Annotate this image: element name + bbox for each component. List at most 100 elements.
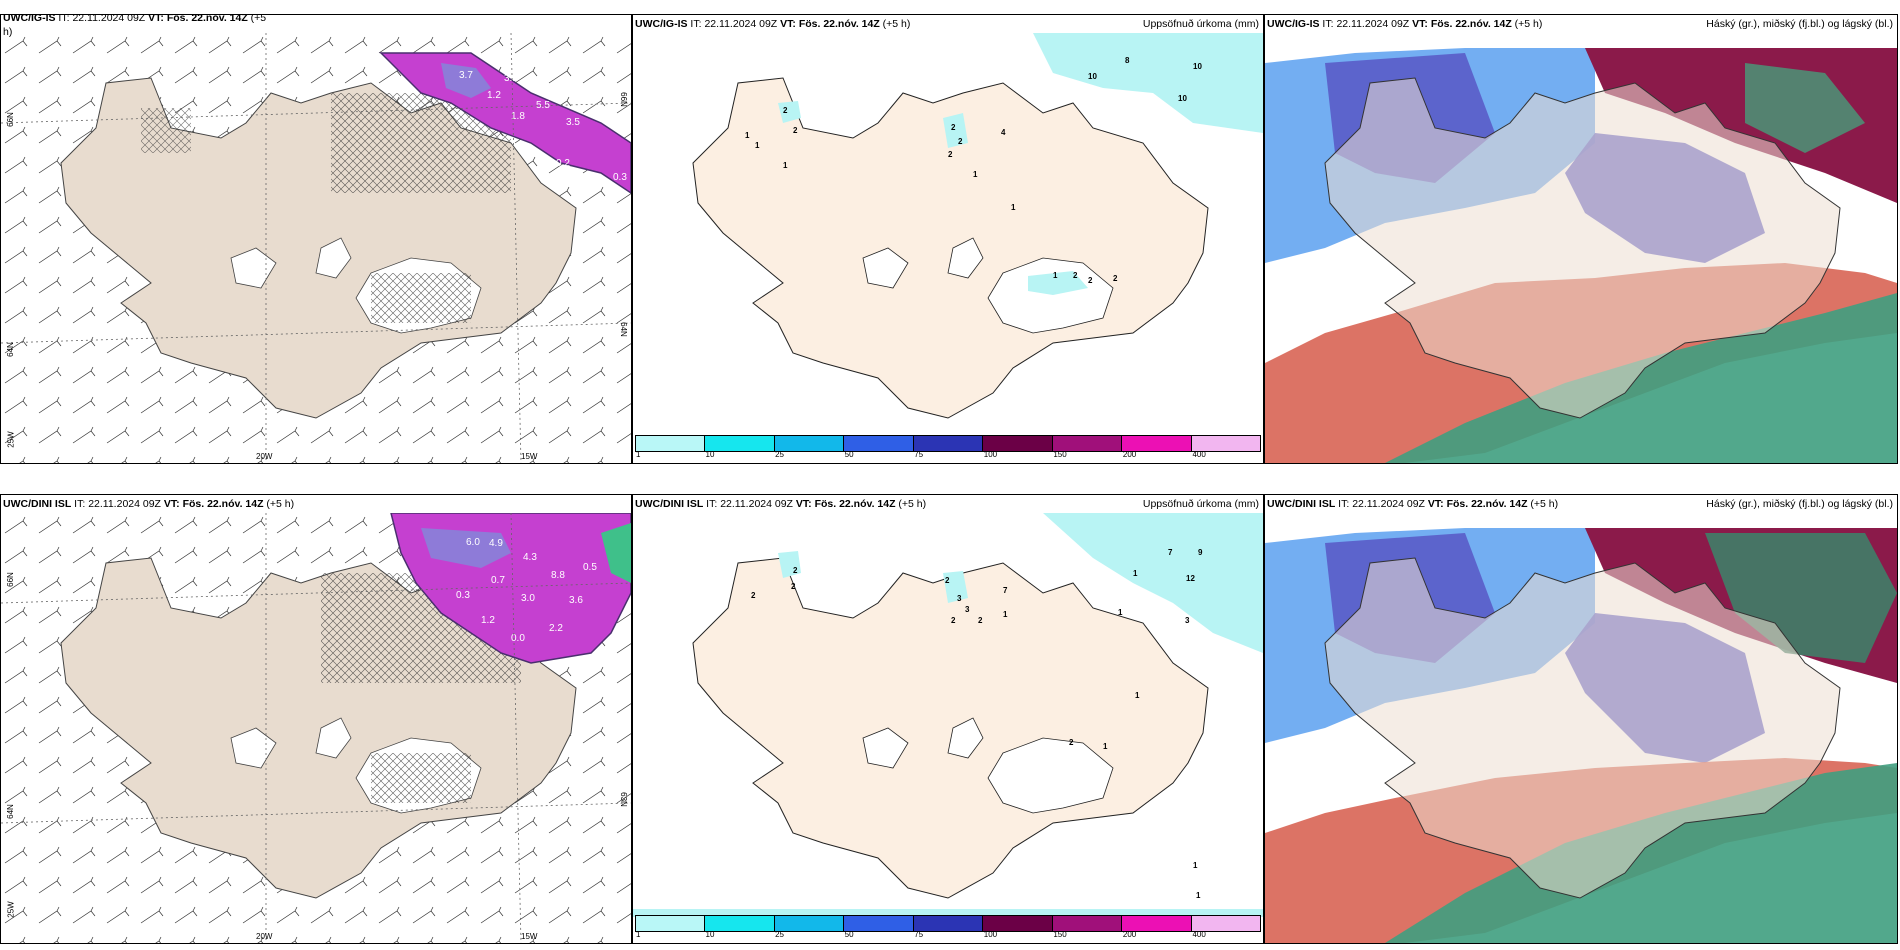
legend-tick-label: 25 (775, 450, 785, 459)
precip-value: 2 (1073, 271, 1078, 280)
legend-swatch (636, 916, 706, 931)
legend-swatch (913, 916, 984, 931)
snow-label: 4.9 (489, 538, 503, 549)
lead-time: (+5 h) (1514, 18, 1543, 30)
legend-tick-label: 100 (983, 930, 998, 939)
precip-value: 2 (793, 566, 798, 575)
legend-swatch (1191, 916, 1260, 931)
precip-value: 2 (951, 616, 956, 625)
precip-value: 2 (958, 137, 963, 146)
panel-header: UWC/DINI ISL IT: 22.11.2024 09Z VT: Fös.… (3, 498, 295, 510)
precip-value: 7 (1168, 548, 1173, 557)
legend-tick-label: 100 (983, 450, 998, 459)
lat-label-64-right: 64N (619, 322, 629, 337)
snow-label: 6.0 (466, 537, 480, 548)
snow-label: 1.2 (487, 90, 501, 101)
legend-tick-label: 150 (1053, 450, 1067, 459)
precip-value: 1 (745, 131, 750, 140)
model-label: UWC/DINI ISL (1267, 498, 1336, 510)
legend-swatch (983, 436, 1053, 451)
precip-value: 1 (1135, 691, 1140, 700)
precip-legend: 1 10 25 50 75 100 150 200 400 (633, 435, 1263, 459)
snow-label: 0.7 (491, 575, 505, 586)
snow-label: 8.8 (551, 570, 565, 581)
snow-label: 0.3 (456, 590, 470, 601)
legend-tick-label: 50 (844, 450, 854, 459)
model-label: UWC/IG-IS (3, 14, 56, 24)
legend-color-bar (635, 915, 1261, 932)
precip-value: 1 (1053, 271, 1058, 280)
panel-title: Háský (gr.), miðský (fj.bl.) og lágský (… (1706, 498, 1893, 510)
lat-label-66: 66N (5, 112, 15, 127)
panel-title: Háský (gr.), miðský (fj.bl.) og lágský (… (1706, 18, 1893, 30)
precip-value: 8 (1125, 56, 1130, 65)
legend-swatch (774, 436, 845, 451)
lead-time: (+5 h) (1530, 498, 1559, 510)
panel-wind-snow-bottom: UWC/DINI ISL IT: 22.11.2024 09Z VT: Fös.… (0, 494, 632, 944)
precip-value: 2 (751, 591, 756, 600)
precip-value: 1 (1011, 203, 1016, 212)
lat-label-66-right: 66N (619, 92, 629, 107)
legend-tick-label: 10 (705, 930, 715, 939)
legend-color-bar (635, 435, 1261, 452)
precip-value: 10 (1193, 62, 1202, 71)
lon-label-15: 15W (521, 932, 538, 941)
valid-time: Fös. 22.nóv. 14Z (166, 14, 248, 24)
panel-header-cont: h) (3, 26, 13, 38)
snow-label: 4.3 (523, 552, 537, 563)
legend-tick-label: 400 (1192, 930, 1206, 939)
lon-label-20: 20W (256, 452, 273, 461)
panel-header: UWC/IG-IS IT: 22.11.2024 09Z VT: Fös. 22… (3, 14, 267, 24)
legend-tick-label: 200 (1122, 450, 1137, 459)
model-label: UWC/DINI ISL (635, 498, 704, 510)
legend-swatch (844, 436, 914, 451)
snow-label: 3.7 (459, 70, 473, 81)
init-time: 22.11.2024 09Z (720, 498, 793, 510)
legend-tick-label: 25 (775, 930, 785, 939)
snow-label: 0.3 (613, 172, 627, 183)
lat-label-66: 66N (5, 572, 15, 587)
precip-value: 1 (755, 141, 760, 150)
snow-label: 0.5 (583, 562, 597, 573)
panel-clouds-bottom: UWC/DINI ISL IT: 22.11.2024 09Z VT: Fös.… (1264, 494, 1898, 944)
legend-labels: 1 10 25 50 75 100 150 200 400 (635, 930, 1261, 939)
precip-value: 1 (1103, 742, 1108, 751)
precip-value: 3 (957, 594, 962, 603)
legend-labels: 1 10 25 50 75 100 150 200 400 (635, 450, 1261, 459)
lead-time: (+5 h) (898, 498, 927, 510)
legend-swatch (774, 916, 845, 931)
init-time: 22.11.2024 09Z (1352, 498, 1425, 510)
panel-precip-top: UWC/IG-IS IT: 22.11.2024 09Z VT: Fös. 22… (632, 14, 1264, 464)
valid-time: Fös. 22.nóv. 14Z (182, 498, 264, 510)
snow-label: 3.6 (569, 595, 583, 606)
precip-value: 2 (945, 576, 950, 585)
legend-tick-label: 200 (1122, 930, 1137, 939)
precip-value: 2 (951, 123, 956, 132)
panel-title: Uppsöfnuð úrkoma (mm) (1142, 498, 1259, 510)
init-time: 22.11.2024 09Z (72, 14, 146, 24)
precip-value: 12 (1186, 574, 1195, 583)
legend-swatch (705, 916, 775, 931)
snow-label: 2.2 (549, 623, 563, 634)
legend-swatch (1122, 916, 1192, 931)
wind-snow-map: 6.0 4.9 4.3 8.8 0.5 0.3 0.7 3.0 3.6 1.2 … (1, 513, 631, 943)
panel-header: UWC/IG-IS IT: 22.11.2024 09Z VT: Fös. 22… (633, 15, 1263, 33)
model-label: UWC/IG-IS (1267, 18, 1320, 30)
snow-label: 3.0 (521, 593, 535, 604)
lat-label-64: 64N (5, 804, 15, 819)
panel-wind-snow-top: UWC/IG-IS IT: 22.11.2024 09Z VT: Fös. 22… (0, 14, 632, 464)
precip-value: 2 (978, 616, 983, 625)
legend-tick-label: 75 (914, 930, 924, 939)
legend-swatch (1052, 436, 1123, 451)
legend-tick-label: 1 (636, 450, 641, 459)
precip-value: 1 (1133, 569, 1138, 578)
init-time: 22.11.2024 09Z (1336, 18, 1410, 30)
precip-value: 2 (791, 582, 796, 591)
lead-time: (+5 (250, 14, 267, 24)
precip-value: 9 (1198, 548, 1203, 557)
precip-value: 1 (1003, 610, 1008, 619)
precip-value: 2 (783, 106, 788, 115)
model-label: UWC/DINI ISL (3, 498, 72, 510)
snow-label: 3.5 (566, 117, 580, 128)
precip-value: 3 (965, 605, 970, 614)
